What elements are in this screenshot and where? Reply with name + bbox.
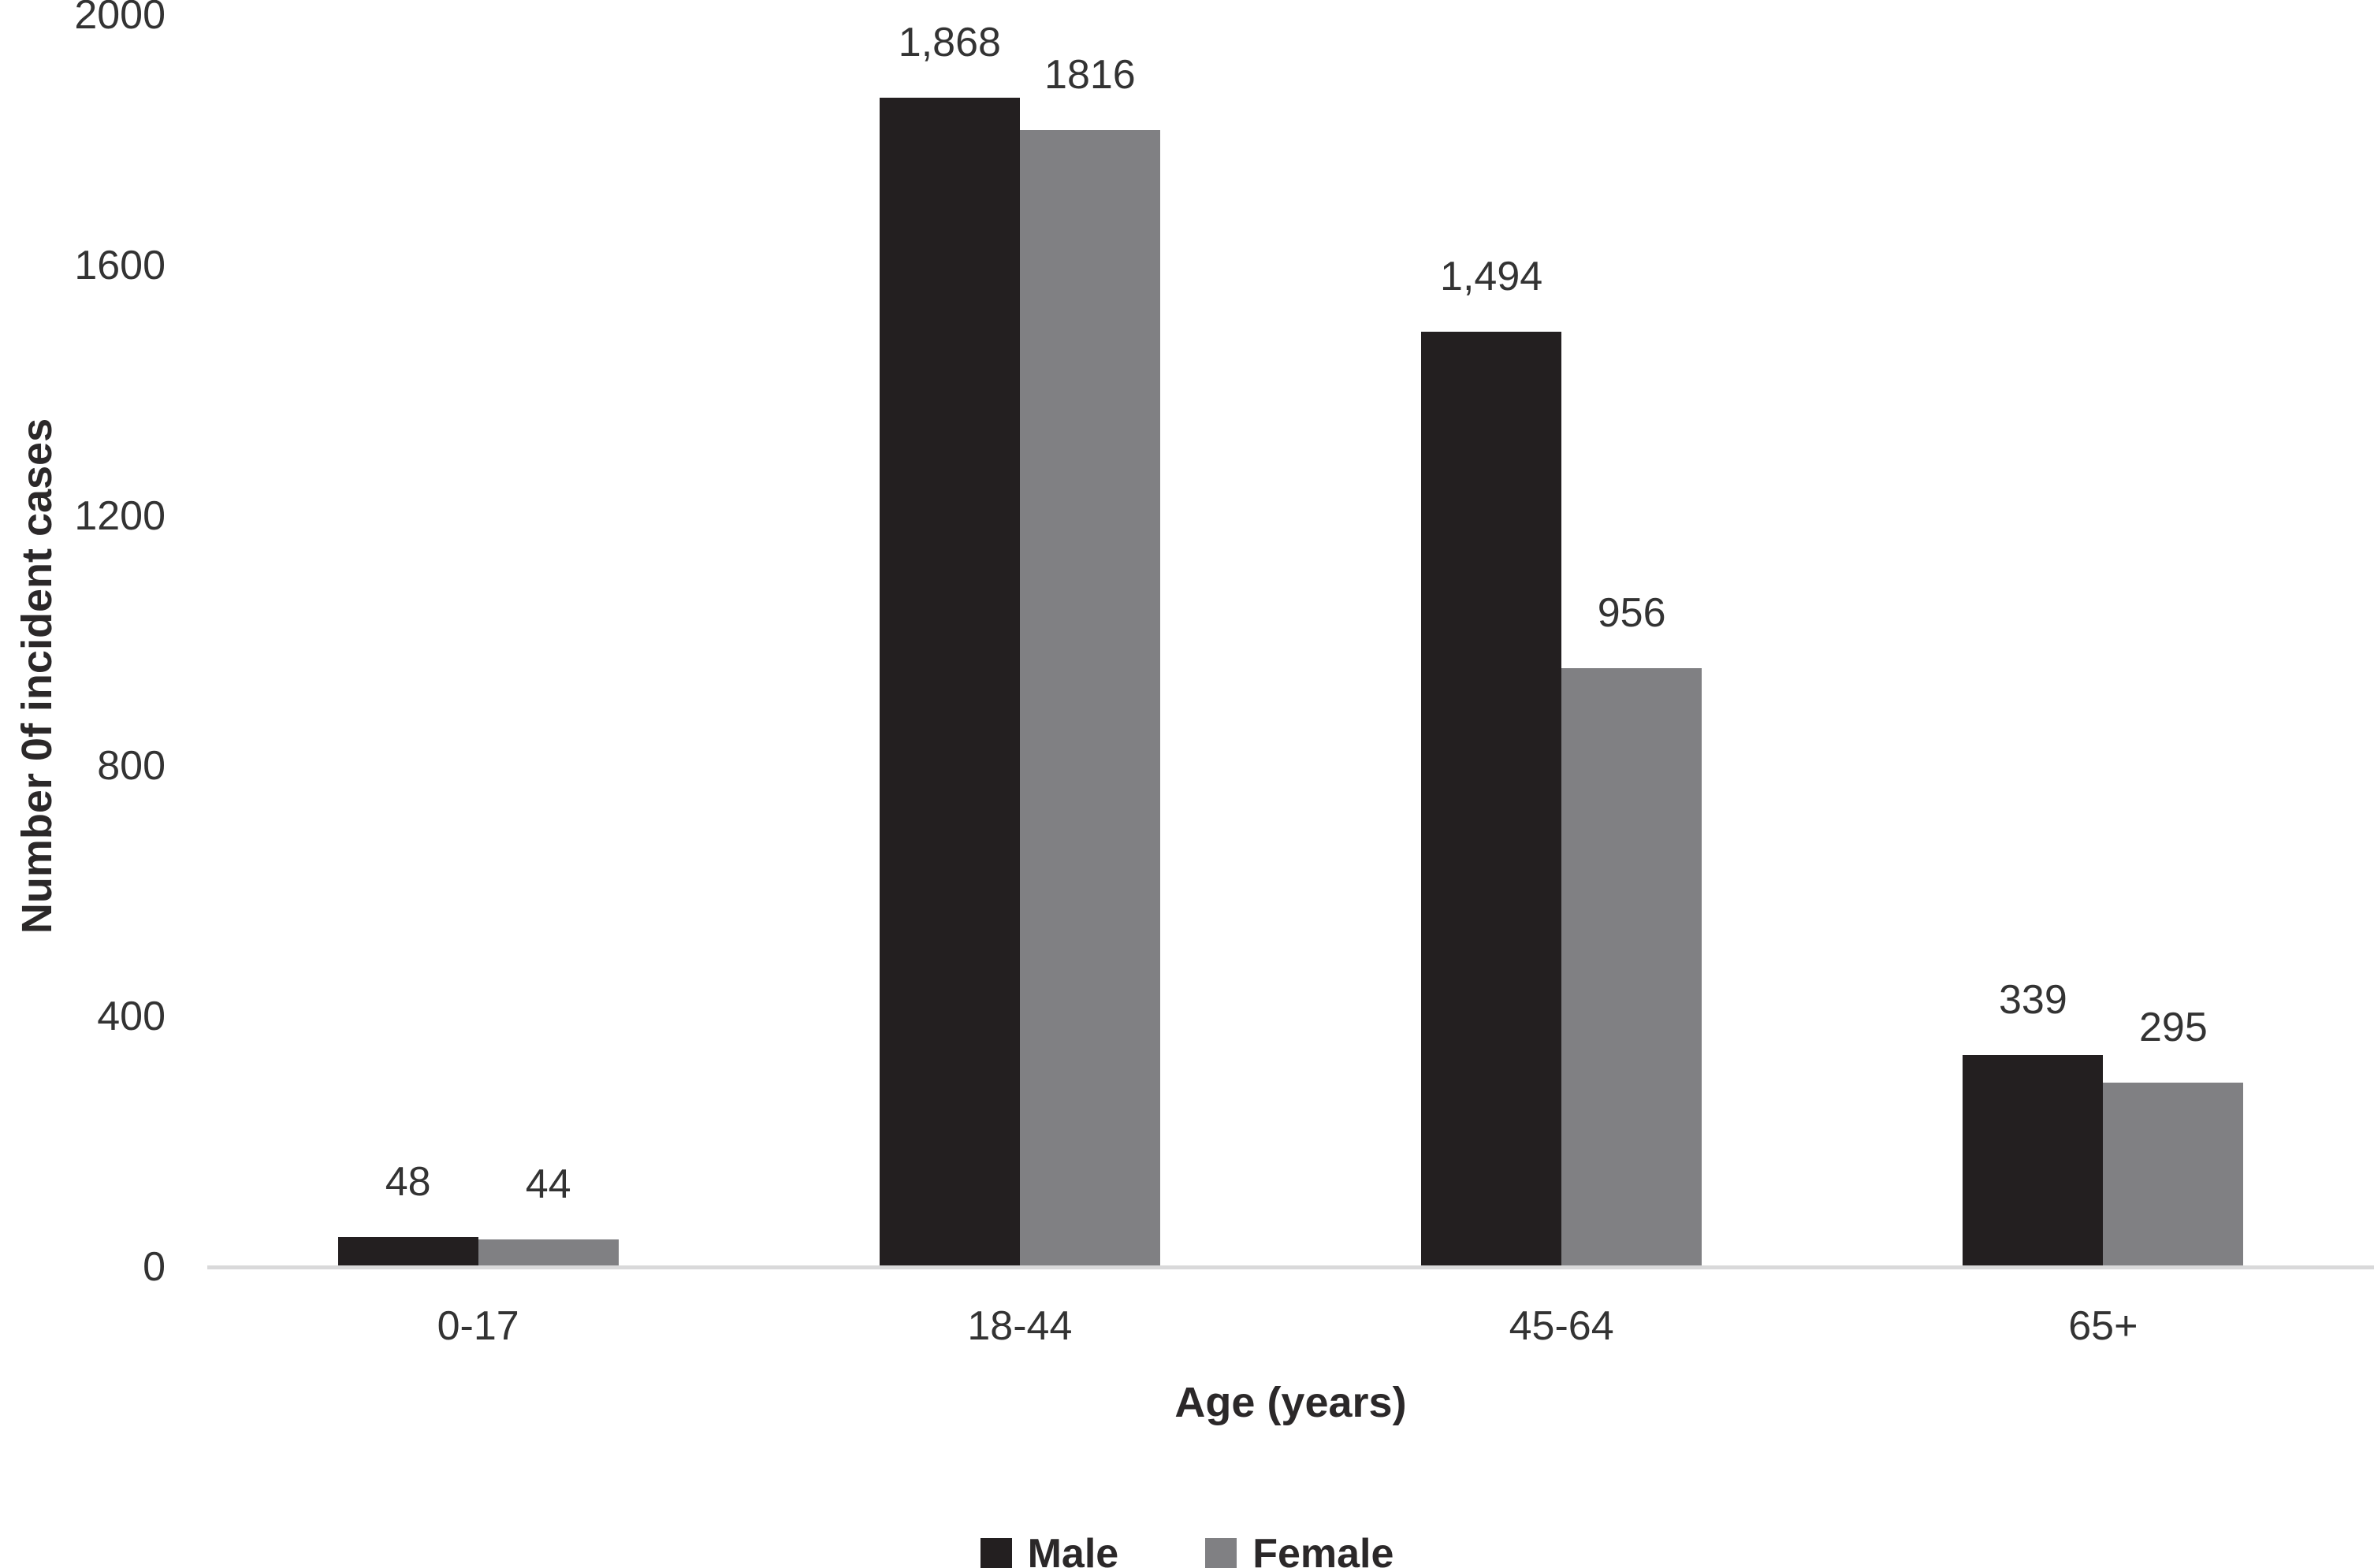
bar-female-18-44 [1019, 130, 1160, 1267]
bar-value-label-female-45-64: 956 [1597, 590, 1666, 637]
bar-female-65+ [2103, 1082, 2244, 1267]
bar-female-0-17 [478, 1239, 619, 1267]
bar-value-label-male-65+: 339 [1998, 976, 2067, 1023]
bar-value-label-male-45-64: 1,494 [1440, 254, 1543, 300]
legend-label-male: Male [1027, 1531, 1119, 1568]
x-axis-title: Age (years) [1174, 1379, 1407, 1426]
legend-item-female: Female [1205, 1533, 1394, 1568]
bar-male-65+ [1963, 1054, 2104, 1267]
y-tick-label: 0 [143, 1244, 166, 1290]
bar-value-label-female-18-44: 1816 [1044, 52, 1136, 98]
legend-label-female: Female [1252, 1531, 1394, 1568]
y-tick-label: 1200 [74, 492, 166, 539]
bar-value-label-male-0-17: 48 [385, 1158, 431, 1205]
x-tick-label-65+: 65+ [2068, 1303, 2138, 1349]
x-tick-label-45-64: 45-64 [1509, 1303, 1614, 1349]
legend: Male Female [0, 1533, 2374, 1568]
y-tick-label: 400 [97, 994, 166, 1040]
bar-value-label-male-18-44: 1,868 [898, 19, 1001, 65]
female-series-swatch-icon [1205, 1538, 1237, 1568]
x-tick-label-18-44: 18-44 [967, 1303, 1073, 1349]
bar-value-label-female-0-17: 44 [525, 1161, 571, 1208]
y-tick-label: 800 [97, 743, 166, 790]
bar-female-45-64 [1561, 668, 1702, 1267]
y-tick-label: 2000 [74, 0, 166, 38]
bar-male-45-64 [1421, 332, 1562, 1267]
male-series-swatch-icon [980, 1538, 1012, 1568]
bar-value-label-female-65+: 295 [2138, 1004, 2208, 1050]
x-tick-label-0-17: 0-17 [437, 1303, 519, 1349]
bar-male-0-17 [337, 1236, 478, 1267]
x-axis-line [207, 1265, 2374, 1269]
bar-male-18-44 [879, 97, 1020, 1267]
legend-item-male: Male [980, 1531, 1119, 1568]
y-tick-label: 1600 [74, 242, 166, 288]
